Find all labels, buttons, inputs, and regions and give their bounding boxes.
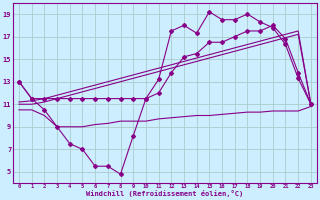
X-axis label: Windchill (Refroidissement éolien,°C): Windchill (Refroidissement éolien,°C): [86, 190, 244, 197]
